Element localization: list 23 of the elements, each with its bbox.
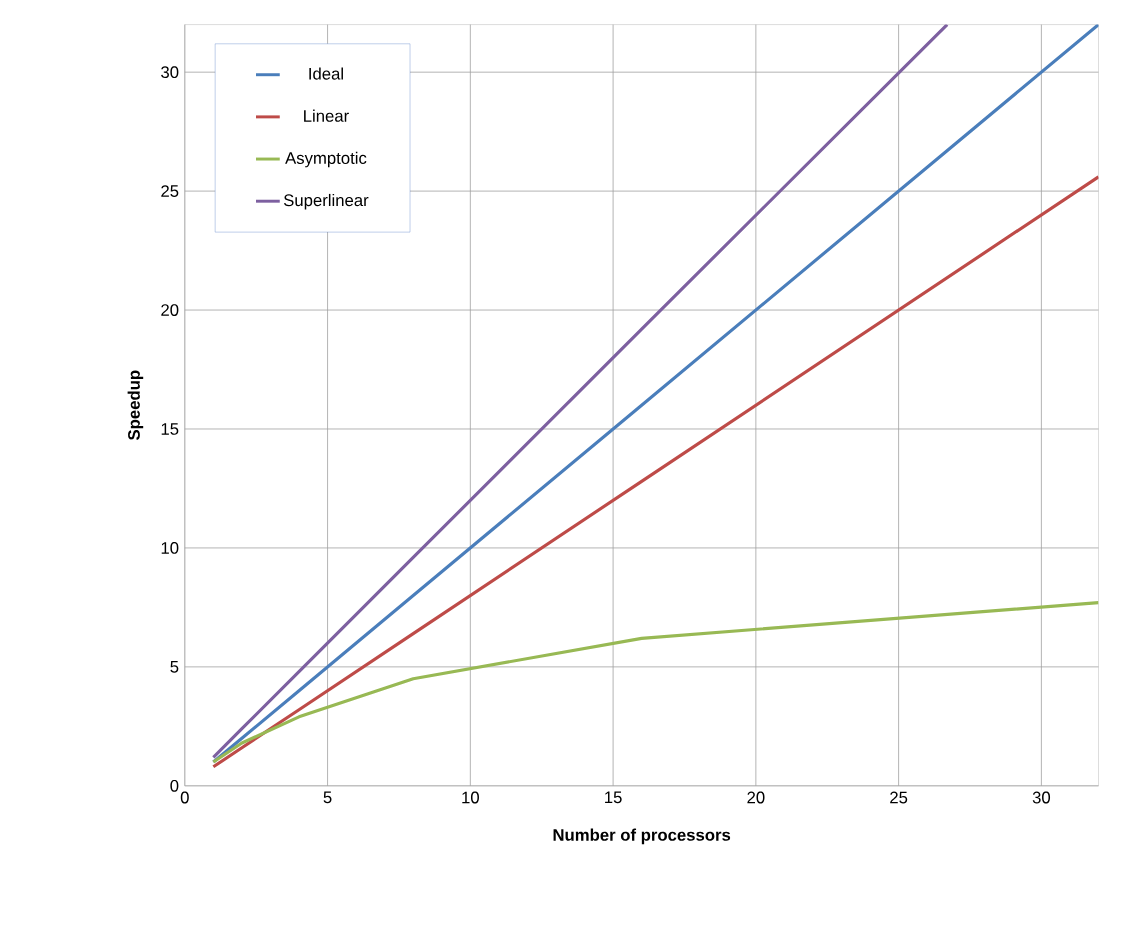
x-tick-label: 0 bbox=[180, 791, 189, 804]
y-tick-label: 25 bbox=[161, 185, 179, 198]
y-tick-label: 15 bbox=[161, 423, 179, 436]
y-tick-label: 20 bbox=[161, 304, 179, 317]
y-tick-label: 10 bbox=[161, 542, 179, 555]
line-series bbox=[211, 24, 949, 760]
x-tick-label: 15 bbox=[605, 791, 622, 804]
legend-label: Superlinear bbox=[283, 194, 369, 210]
x-tick-label: 25 bbox=[890, 791, 908, 804]
y-tick-label: 0 bbox=[170, 780, 179, 792]
x-axis-title: Number of processors bbox=[553, 828, 731, 845]
y-tick-label: 5 bbox=[170, 661, 179, 673]
legend-label: Ideal bbox=[309, 67, 343, 80]
legend-label: Asymptotic bbox=[285, 151, 367, 168]
x-tick-label: 20 bbox=[747, 791, 765, 804]
line-series bbox=[211, 175, 1099, 769]
legend-label: Linear bbox=[304, 109, 349, 123]
x-tick-label: 30 bbox=[1032, 791, 1051, 804]
y-tick-label: 30 bbox=[161, 66, 179, 79]
x-tick-label: 5 bbox=[323, 791, 332, 804]
y-axis-title: Speedup bbox=[127, 370, 144, 441]
line-series bbox=[211, 601, 1099, 764]
x-tick-label: 10 bbox=[462, 791, 479, 804]
